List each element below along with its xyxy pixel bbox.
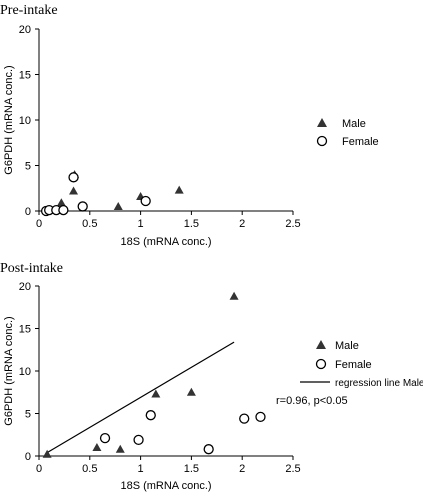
data-points-pre — [40, 170, 184, 217]
point-male — [42, 449, 52, 458]
x-tick-label: 2 — [239, 463, 245, 475]
point-male — [113, 201, 123, 210]
correlation-annotation: r=0.96, p<0.05 — [276, 395, 348, 407]
y-tick-label: 15 — [19, 70, 31, 82]
legend-marker-male-pre — [317, 118, 327, 127]
x-tick-label: 1.5 — [184, 463, 199, 475]
y-tick-label: 20 — [19, 24, 31, 36]
point-female — [99, 432, 111, 444]
point-female — [77, 201, 88, 212]
x-tick-label: 2.5 — [285, 463, 300, 475]
legend-marker-female-pre — [316, 135, 328, 147]
x-tick-label: 0 — [36, 218, 42, 230]
x-tick-label: 2.5 — [285, 218, 300, 230]
y-tick-label: 15 — [19, 324, 31, 336]
legend-label-female-post: Female — [335, 359, 372, 371]
regression-line-male — [46, 341, 235, 454]
y-tick-label: 10 — [19, 115, 31, 127]
chart-post-intake: Post-intake 0 0.5 1 1.5 2 2.5 0 5 10 15 20 G6PDH (… — [0, 261, 423, 492]
y-axis-label-post: G6PDH (mRNA conc.) — [3, 316, 15, 425]
x-tick-label: 0 — [36, 463, 42, 475]
legend-label-male-pre: Male — [342, 118, 366, 130]
y-tick-label: 0 — [25, 206, 31, 218]
point-female — [255, 411, 266, 423]
point-male — [56, 198, 66, 207]
x-tick-label: 1.5 — [184, 218, 199, 230]
data-points-post — [42, 291, 266, 458]
point-female — [68, 172, 79, 183]
point-male — [186, 387, 196, 396]
legend-pre: Male Female — [316, 118, 379, 148]
axis-ticks-post: 0 0.5 1 1.5 2 2.5 0 5 10 15 20 — [19, 281, 301, 475]
chart-title-post-intake: Post-intake — [0, 261, 63, 276]
point-female — [58, 204, 69, 216]
x-axis-label-post: 18S (mRNA conc.) — [120, 480, 211, 492]
point-male — [151, 389, 161, 398]
point-male — [229, 291, 239, 300]
x-tick-label: 0.5 — [82, 218, 97, 230]
point-female — [239, 413, 250, 424]
point-female — [140, 195, 151, 207]
x-tick-label: 1 — [138, 463, 144, 475]
point-female — [203, 444, 214, 455]
point-male — [115, 444, 125, 453]
y-tick-label: 0 — [25, 451, 31, 463]
point-female — [133, 434, 144, 446]
legend-marker-female-post — [315, 358, 327, 370]
point-female — [145, 410, 156, 421]
point-male — [174, 185, 184, 194]
x-tick-label: 0.5 — [82, 463, 97, 475]
legend-label-regression: regression line Male — [335, 378, 423, 389]
axis-ticks-pre: 0 0.5 1 1.5 2 2.5 0 5 10 15 20 — [19, 24, 301, 230]
y-axis-label-pre: G6PDH (mRNA conc.) — [3, 65, 15, 174]
chart-title-pre-intake: Pre-intake — [0, 3, 58, 18]
point-male — [69, 186, 79, 195]
legend-post: Male Female regression line Male — [300, 340, 423, 389]
legend-label-male-post: Male — [335, 340, 359, 352]
legend-marker-male-post — [316, 340, 326, 349]
x-axis-label-pre: 18S (mRNA conc.) — [120, 236, 211, 248]
x-tick-label: 1 — [138, 218, 144, 230]
y-tick-label: 20 — [19, 281, 31, 293]
y-tick-label: 5 — [25, 409, 31, 421]
y-tick-label: 5 — [25, 161, 31, 173]
x-tick-label: 2 — [239, 218, 245, 230]
legend-label-female-pre: Female — [342, 136, 379, 148]
point-male — [92, 443, 102, 451]
y-tick-label: 10 — [19, 366, 31, 378]
chart-pre-intake: Pre-intake 0 0.5 1 1.5 2 2.5 0 5 10 15 20 G6PDH (m… — [0, 3, 379, 248]
